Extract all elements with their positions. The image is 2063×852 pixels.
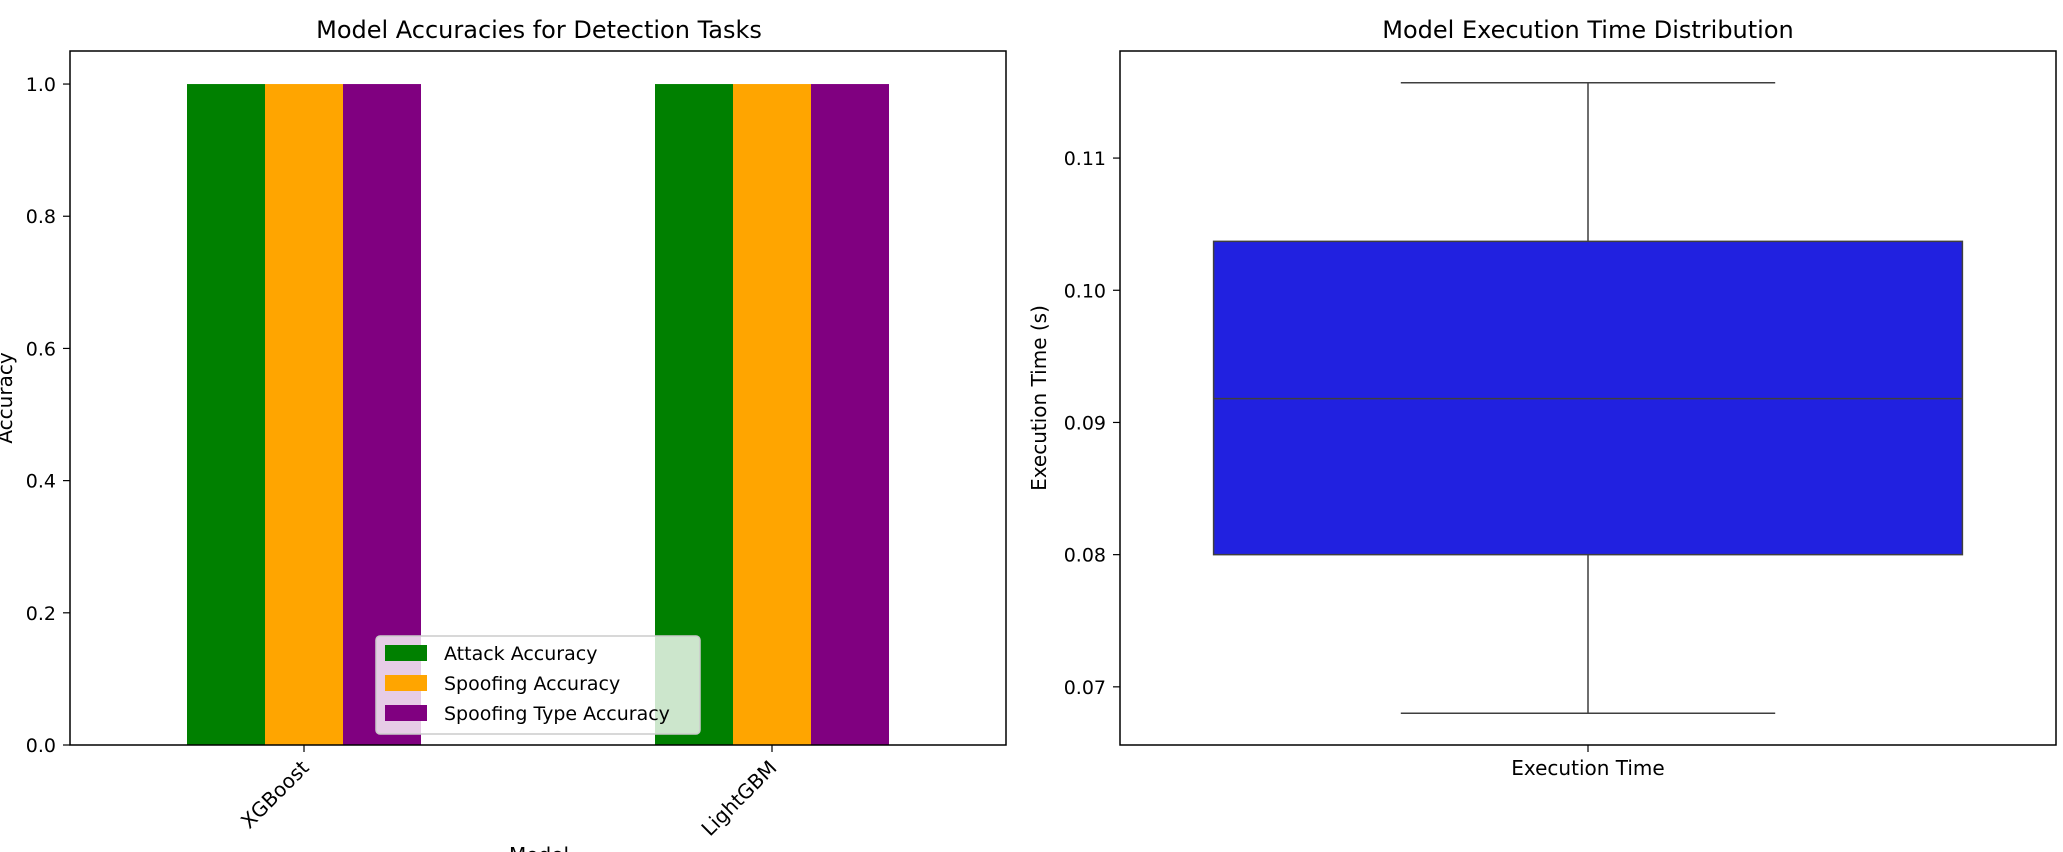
legend-swatch-spoofing-type [385, 705, 427, 721]
accuracy-legend: Attack Accuracy Spoofing Accuracy Spoofi… [375, 635, 701, 735]
accuracy-xtick-label-xgboost: XGBoost [236, 755, 314, 833]
accuracy-ytick-label: 0.6 [26, 338, 56, 360]
execution-ytick-label: 0.08 [1064, 545, 1106, 567]
accuracy-xtick-label-lightgbm: LightGBM [696, 756, 781, 841]
legend-label-spoofing-type: Spoofing Type Accuracy [444, 703, 670, 725]
accuracy-chart: Model Accuracies for Detection Tasks 0.0… [0, 16, 1007, 852]
legend-label-spoofing: Spoofing Accuracy [444, 673, 620, 695]
execution-time-chart-title: Model Execution Time Distribution [1382, 16, 1793, 44]
accuracy-x-axis-label: Model [509, 843, 569, 852]
execution-time-chart: Model Execution Time Distribution 0.07 0.… [1027, 16, 2057, 780]
bar-xgboost-attack-accuracy [187, 84, 265, 746]
accuracy-ytick-label: 0.8 [26, 206, 56, 228]
legend-frame [375, 635, 701, 735]
bar-xgboost-spoofing-type-accuracy [343, 84, 421, 746]
bar-xgboost-spoofing-accuracy [265, 84, 343, 746]
legend-swatch-attack [385, 645, 427, 661]
execution-ytick-label: 0.07 [1064, 677, 1106, 699]
execution-ytick-label: 0.10 [1064, 280, 1106, 302]
accuracy-chart-title: Model Accuracies for Detection Tasks [316, 16, 762, 44]
execution-ytick-label: 0.11 [1064, 148, 1106, 170]
execution-ytick-label: 0.09 [1064, 412, 1106, 434]
accuracy-ytick-label: 0.2 [26, 603, 56, 625]
bar-lightgbm-attack-accuracy [655, 84, 733, 746]
execution-xtick-label: Execution Time [1511, 756, 1664, 780]
accuracy-ytick-label: 0.0 [26, 735, 56, 757]
legend-swatch-spoofing [385, 675, 427, 691]
accuracy-ytick-label: 1.0 [26, 74, 56, 96]
execution-y-axis-label: Execution Time (s) [1027, 305, 1051, 491]
accuracy-y-axis-label: Accuracy [0, 352, 17, 443]
bar-lightgbm-spoofing-type-accuracy [811, 84, 889, 746]
accuracy-ytick-label: 0.4 [26, 471, 56, 493]
legend-label-attack: Attack Accuracy [444, 643, 597, 665]
accuracy-plot-frame [69, 50, 1007, 746]
bar-lightgbm-spoofing-accuracy [733, 84, 811, 746]
